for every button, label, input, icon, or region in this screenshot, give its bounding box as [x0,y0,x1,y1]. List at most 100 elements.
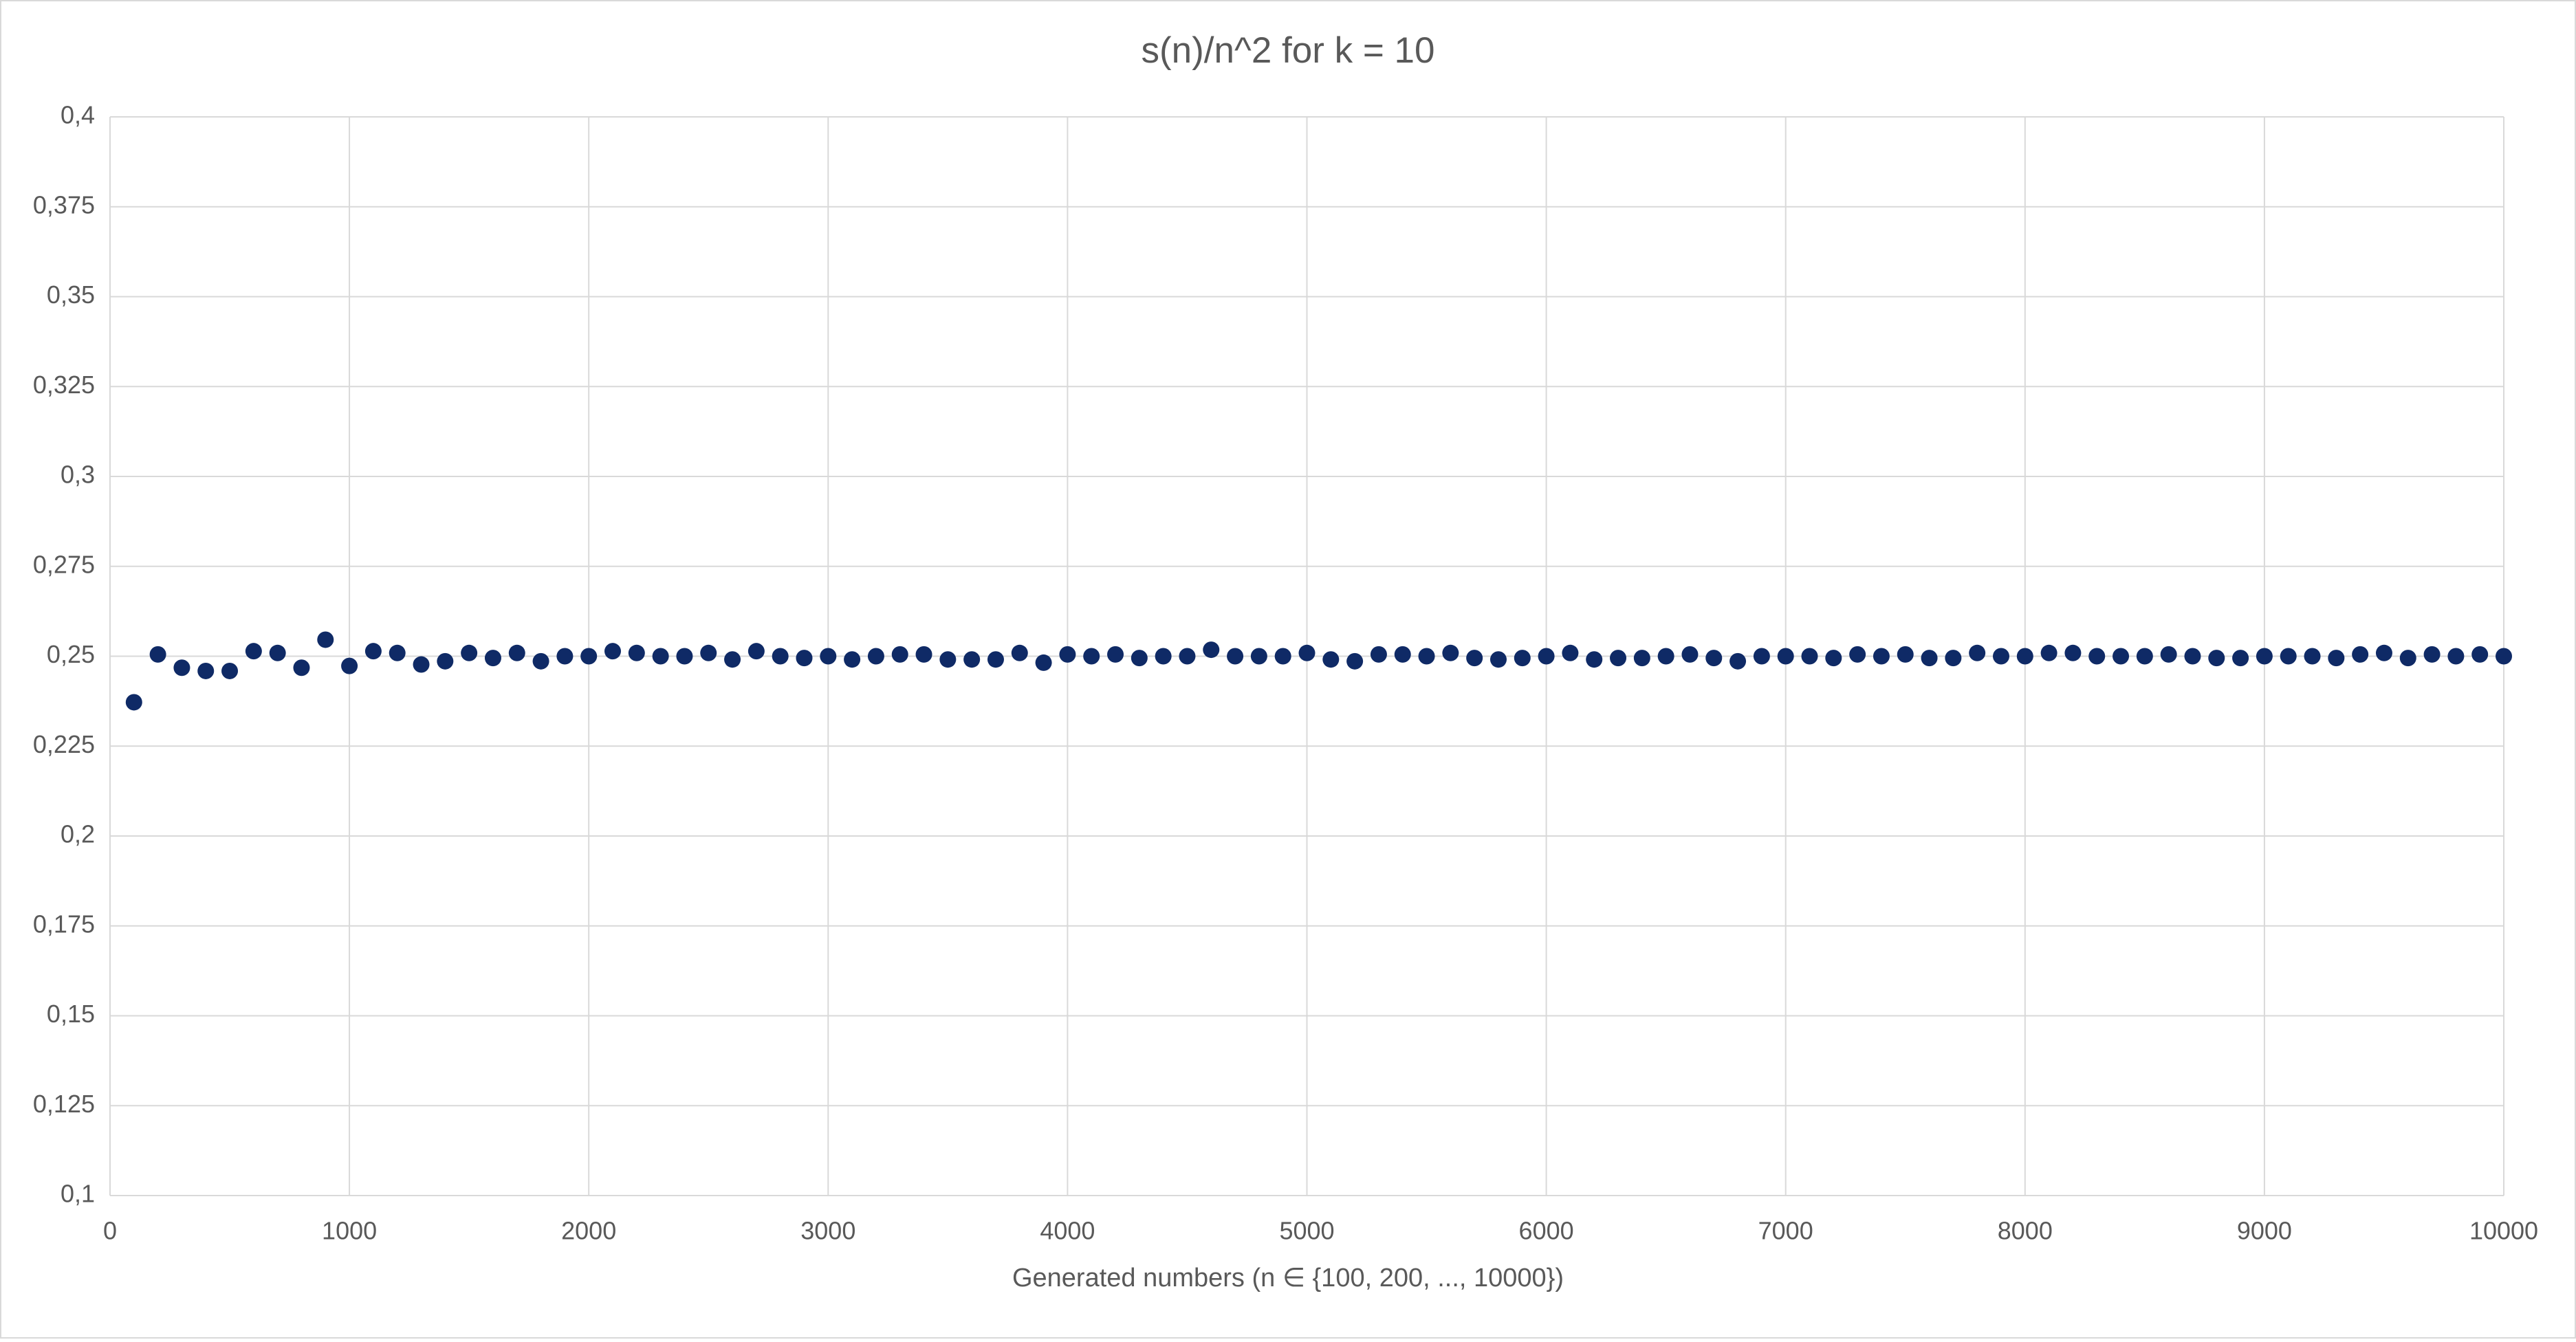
point [1489,651,1507,668]
point [1729,652,1747,670]
point [1633,650,1650,667]
point [820,648,837,665]
x-tick-label: 0 [103,1217,117,1245]
point [604,643,622,660]
point [1921,650,1938,667]
point [1849,646,1866,663]
x-tick-label: 3000 [800,1217,855,1245]
point [484,650,501,667]
point [700,644,717,661]
point [1562,644,1579,661]
point [1011,644,1028,661]
chart-title: s(n)/n^2 for k = 10 [1142,30,1435,71]
point [389,644,406,661]
point [2208,650,2225,667]
x-tick-label: 2000 [561,1217,616,1245]
y-tick-label: 0,325 [33,371,95,399]
y-tick-label: 0,1 [61,1180,95,1208]
point [891,646,908,663]
point [867,648,884,665]
x-tick-label: 8000 [1998,1217,2053,1245]
x-tick-label: 5000 [1279,1217,1334,1245]
point [1298,644,1316,661]
point [1370,646,1387,663]
point [1131,650,1148,667]
point [2471,646,2489,663]
y-tick-label: 0,375 [33,190,95,219]
x-tick-label: 1000 [322,1217,377,1245]
point [1107,646,1124,663]
point [2160,646,2177,663]
point [341,657,358,674]
point [2423,646,2441,663]
point [1179,648,1196,665]
x-tick-label: 6000 [1519,1217,1574,1245]
point [1538,648,1555,665]
point [580,648,598,665]
x-tick-label: 10000 [2469,1217,2538,1245]
point [2040,644,2057,661]
point [1083,648,1100,665]
point [221,662,239,679]
y-tick-label: 0,3 [61,461,95,489]
point [1681,646,1699,663]
point [317,631,334,648]
x-tick-label: 7000 [1758,1217,1813,1245]
point [844,651,861,668]
point [1155,648,1172,665]
y-tick-label: 0,4 [61,101,95,129]
point [1945,650,1962,667]
point [2088,648,2106,665]
point [772,648,789,665]
y-tick-label: 0,125 [33,1090,95,1118]
y-tick-label: 0,25 [47,640,95,668]
point [796,650,813,667]
point [2304,648,2321,665]
point [2256,648,2273,665]
point [1203,641,1220,659]
point [1466,650,1483,667]
point [1969,644,1986,661]
point [1873,648,1890,665]
point [747,643,765,660]
point [628,644,645,661]
point [1035,654,1052,671]
point [1992,648,2009,665]
point [1346,652,1364,670]
point [2447,648,2465,665]
point [2352,646,2369,663]
point [293,659,310,676]
point [1394,646,1411,663]
point [1059,646,1076,663]
point [173,659,190,676]
point [724,651,741,668]
point [2016,648,2033,665]
x-tick-label: 9000 [2237,1217,2292,1245]
point [1825,650,1842,667]
point [1657,648,1674,665]
y-tick-label: 0,175 [33,910,95,938]
point [1586,651,1603,668]
point [413,656,430,673]
point [2113,648,2130,665]
point [1514,650,1531,667]
point [2399,650,2416,667]
point [2136,648,2153,665]
point [149,646,166,663]
point [532,652,549,670]
point [125,694,142,711]
point [2280,648,2297,665]
point [1897,646,1914,663]
point [437,652,454,670]
x-axis-label: Generated numbers (n ∈ {100, 200, ..., 1… [1012,1264,1564,1292]
point [1753,648,1770,665]
point [508,644,525,661]
point [2496,648,2512,665]
y-tick-label: 0,2 [61,820,95,848]
point [963,651,981,668]
point [1322,651,1340,668]
point [915,646,932,663]
point [652,648,669,665]
